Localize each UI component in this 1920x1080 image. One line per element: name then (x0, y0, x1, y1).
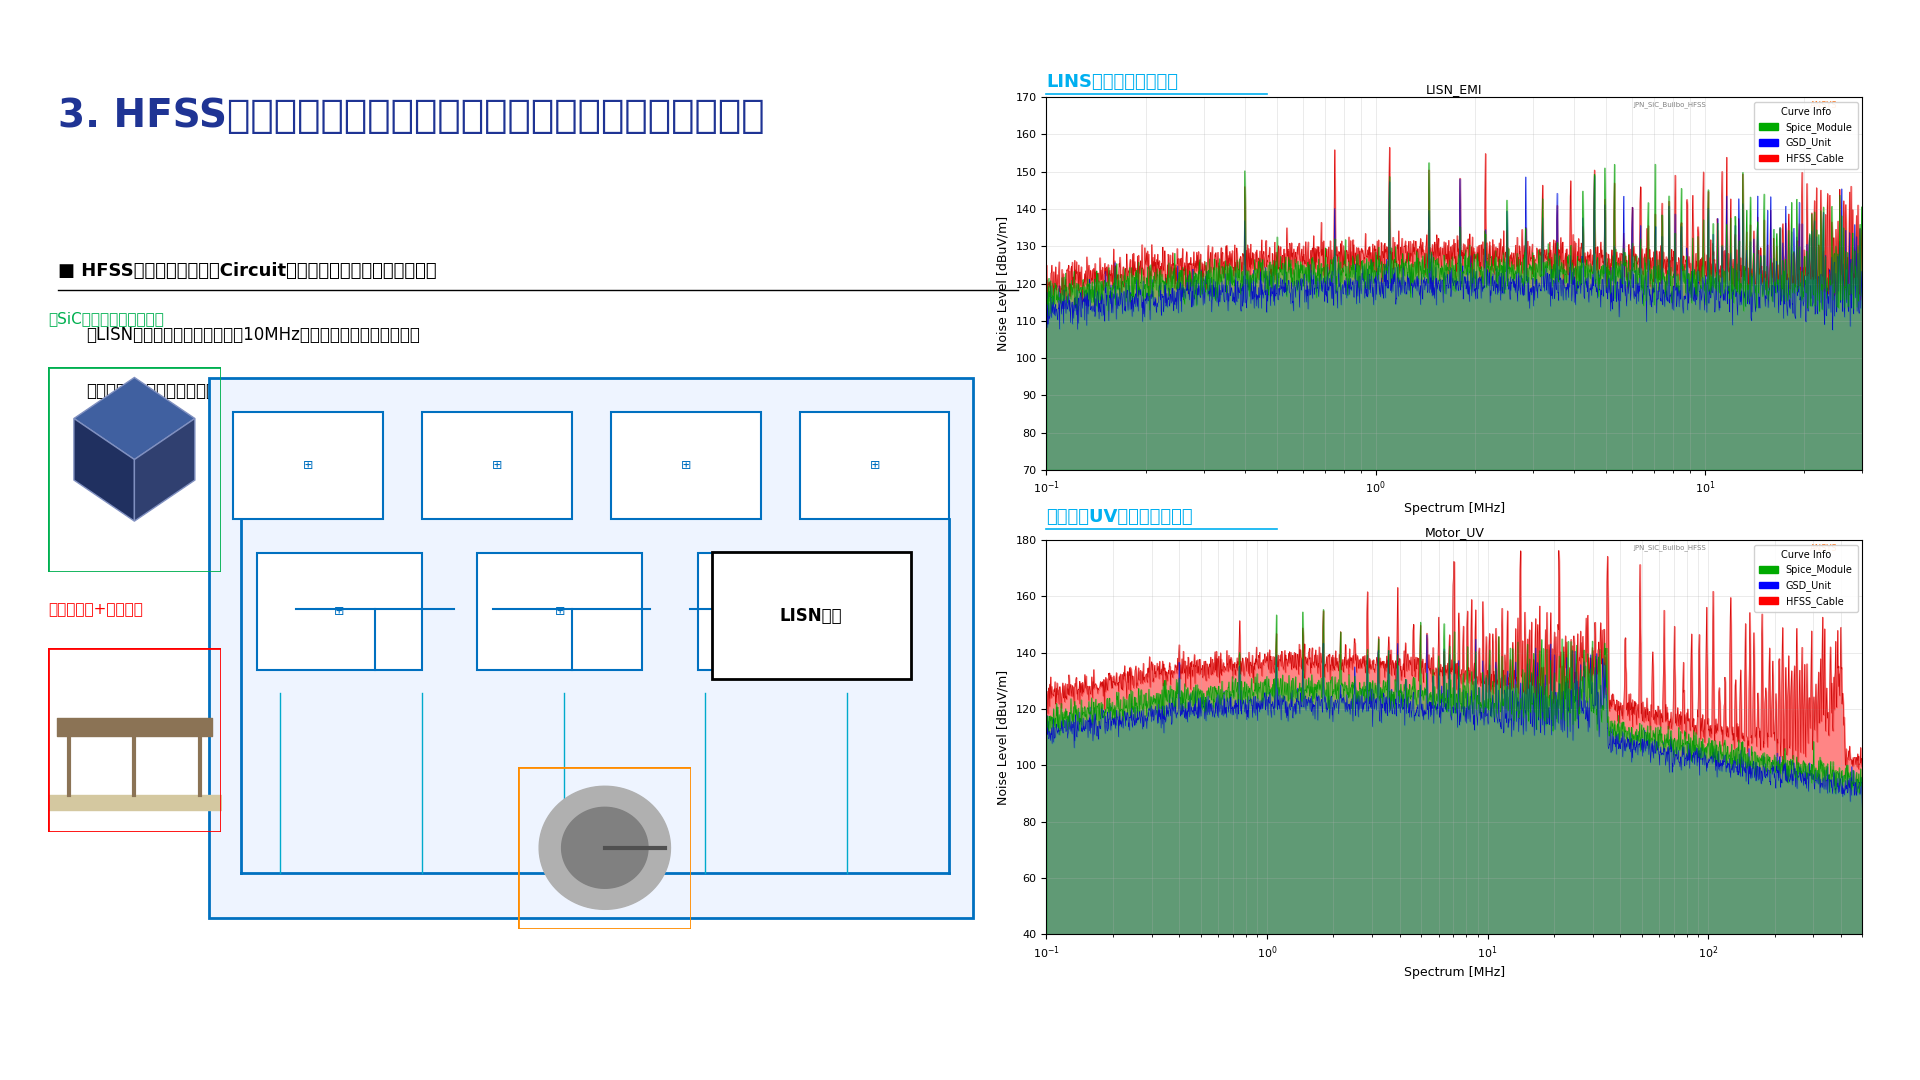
Title: Motor_UV: Motor_UV (1425, 526, 1484, 539)
Text: ⊞: ⊞ (303, 459, 313, 472)
Text: ANSYS: ANSYS (1811, 100, 1837, 110)
Polygon shape (73, 378, 196, 460)
Text: ⊞: ⊞ (870, 459, 879, 472)
FancyBboxPatch shape (209, 378, 973, 918)
Y-axis label: Noise Level [dBuV/m]: Noise Level [dBuV/m] (996, 216, 1010, 351)
Text: ・ケーブル+測定環境: ・ケーブル+測定環境 (48, 603, 142, 618)
Text: ・モーター(RL回路): ・モーター(RL回路) (451, 807, 545, 822)
Text: モーターUV線の伝導ノイズ: モーターUV線の伝導ノイズ (1046, 508, 1192, 526)
FancyBboxPatch shape (611, 413, 760, 518)
FancyBboxPatch shape (232, 413, 382, 518)
Text: JPN_SiC_Builbo_HFSS: JPN_SiC_Builbo_HFSS (1634, 100, 1707, 108)
Text: ANSYS: ANSYS (1811, 544, 1837, 553)
Text: ⊞: ⊞ (334, 605, 344, 618)
Text: ⊞: ⊞ (492, 459, 501, 472)
Text: ✦: ✦ (1711, 15, 1728, 33)
Legend: Spice_Module, GSD_Unit, HFSS_Cable: Spice_Module, GSD_Unit, HFSS_Cable (1753, 545, 1857, 612)
FancyBboxPatch shape (422, 413, 572, 518)
Polygon shape (563, 808, 649, 888)
Text: ・SiCモジュールユニット: ・SiCモジュールユニット (48, 311, 163, 326)
X-axis label: Spectrum [MHz]: Spectrum [MHz] (1404, 967, 1505, 980)
Text: ・モーターの伝導ノイズでは、36MHzで40dB程高くなった: ・モーターの伝導ノイズでは、36MHzで40dB程高くなった (86, 382, 396, 400)
Y-axis label: Noise Level [dBuV/m]: Noise Level [dBuV/m] (996, 670, 1010, 805)
X-axis label: Spectrum [MHz]: Spectrum [MHz] (1404, 502, 1505, 515)
Polygon shape (73, 418, 134, 522)
Text: Copyright  (C)  IDAJ Co., LTD. All Rights Reserved.: Copyright (C) IDAJ Co., LTD. All Rights … (38, 1043, 417, 1057)
Text: ⊞: ⊞ (555, 605, 564, 618)
Text: ⊞: ⊞ (776, 605, 785, 618)
Text: LISN回路: LISN回路 (780, 607, 843, 624)
Text: ■ HFSSで解析した結果をCircuitに組み込み、伝導ノイズを解析: ■ HFSSで解析した結果をCircuitに組み込み、伝導ノイズを解析 (58, 262, 436, 281)
Text: 3. HFSSによるケーブルと測定環境を含めた伝導ノイズ解析: 3. HFSSによるケーブルと測定環境を含めた伝導ノイズ解析 (58, 97, 764, 135)
FancyBboxPatch shape (697, 553, 862, 671)
Title: LISN_EMI: LISN_EMI (1427, 83, 1482, 96)
Text: JPN_SiC_Builbo_HFSS: JPN_SiC_Builbo_HFSS (1634, 544, 1707, 551)
FancyBboxPatch shape (257, 553, 422, 671)
FancyBboxPatch shape (801, 413, 948, 518)
Text: 22: 22 (1855, 1041, 1882, 1059)
FancyBboxPatch shape (476, 553, 643, 671)
Polygon shape (134, 418, 196, 522)
Polygon shape (540, 786, 670, 909)
Legend: Spice_Module, GSD_Unit, HFSS_Cable: Spice_Module, GSD_Unit, HFSS_Cable (1753, 103, 1857, 170)
FancyBboxPatch shape (712, 552, 910, 679)
Text: ・LISN回路の伝導ノイズでは、10MHz付近で少し違いがみられる: ・LISN回路の伝導ノイズでは、10MHz付近で少し違いがみられる (86, 325, 420, 343)
Text: LINS回路の伝導ノイズ: LINS回路の伝導ノイズ (1046, 72, 1179, 91)
Text: IDAJ: IDAJ (1805, 12, 1862, 37)
Text: ⊞: ⊞ (680, 459, 691, 472)
